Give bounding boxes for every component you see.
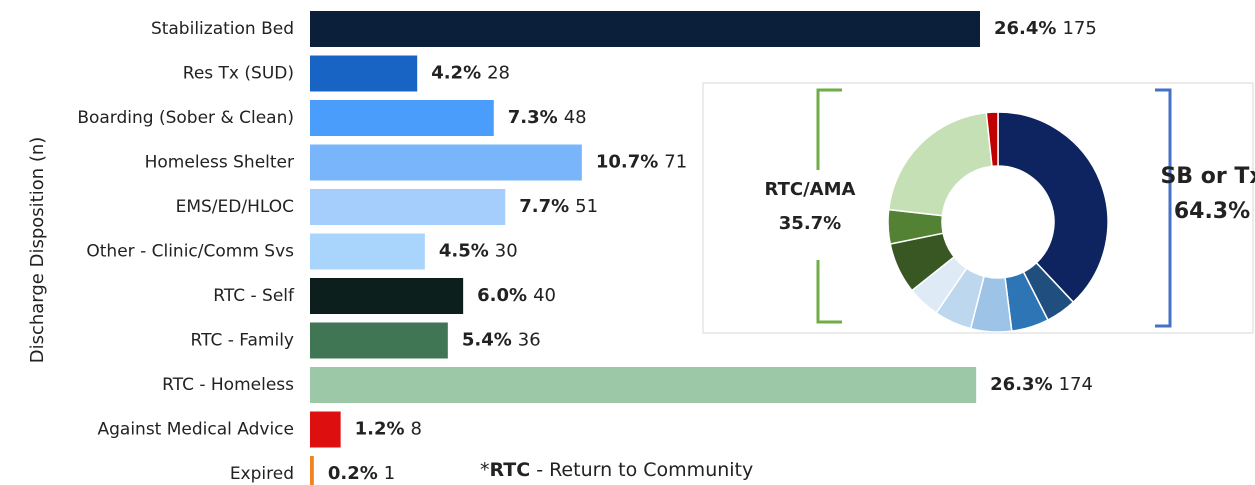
annotation-label: RTC/AMA	[765, 179, 856, 200]
category-label: Stabilization Bed	[151, 19, 294, 39]
data-label: 7.3% 48	[508, 107, 587, 128]
percent-label: 26.3%	[990, 374, 1052, 395]
data-label: 6.0% 40	[477, 285, 556, 306]
count-label: 40	[533, 285, 556, 306]
footnote-marker: *	[480, 459, 490, 481]
count-label: 28	[487, 63, 510, 84]
count-label: 36	[518, 330, 541, 351]
category-label: RTC - Family	[191, 331, 294, 351]
bar	[310, 456, 314, 485]
annotation-label: SB or Tx	[1160, 164, 1255, 189]
y-axis-label: Discharge Disposition (n)	[27, 137, 48, 364]
annotation-value: 35.7%	[779, 213, 841, 234]
category-label: Homeless Shelter	[145, 153, 294, 173]
percent-label: 7.3%	[508, 107, 558, 128]
bar	[310, 11, 980, 47]
count-label: 1	[384, 463, 395, 484]
percent-label: 4.5%	[439, 241, 489, 262]
bar	[310, 100, 494, 136]
percent-label: 7.7%	[519, 196, 569, 217]
data-label: 7.7% 51	[519, 196, 598, 217]
bar	[310, 278, 464, 314]
data-label: 1.2% 8	[355, 419, 422, 440]
percent-label: 26.4%	[994, 18, 1056, 39]
category-label: Boarding (Sober & Clean)	[77, 108, 294, 128]
percent-label: 5.4%	[462, 330, 512, 351]
bar	[310, 189, 506, 225]
data-label: 26.4% 175	[994, 18, 1097, 39]
data-label: 0.2% 1	[328, 463, 395, 484]
percent-label: 6.0%	[477, 285, 527, 306]
category-label: Against Medical Advice	[97, 420, 294, 440]
bar	[310, 55, 418, 92]
category-label: Other - Clinic/Comm Svs	[86, 242, 294, 262]
category-label: EMS/ED/HLOC	[176, 197, 294, 217]
percent-label: 1.2%	[355, 419, 405, 440]
donut-slice	[997, 111, 1109, 304]
count-label: 30	[495, 241, 518, 262]
bar	[310, 144, 582, 181]
right-bracket	[1155, 88, 1172, 328]
bar	[310, 322, 448, 359]
annotation-value: 64.3%	[1174, 199, 1250, 224]
count-label: 71	[664, 152, 687, 173]
data-label: 10.7% 71	[596, 152, 687, 173]
donut-slice	[985, 111, 999, 168]
footnote: *RTC - Return to Community	[480, 459, 753, 481]
percent-label: 4.2%	[431, 63, 481, 84]
category-label: RTC - Homeless	[162, 375, 294, 395]
category-label: Res Tx (SUD)	[183, 64, 294, 84]
percent-label: 0.2%	[328, 463, 378, 484]
bar	[310, 233, 425, 270]
count-label: 48	[564, 107, 587, 128]
count-label: 8	[411, 419, 422, 440]
footnote-term: RTC	[490, 459, 531, 481]
data-label: 5.4% 36	[462, 330, 541, 351]
category-label: RTC - Self	[213, 286, 295, 306]
bar	[310, 367, 977, 403]
donut-slice	[887, 111, 993, 217]
data-label: 4.2% 28	[431, 63, 510, 84]
data-label: 4.5% 30	[439, 241, 518, 262]
bar	[310, 411, 341, 448]
data-label: 26.3% 174	[990, 374, 1093, 395]
left-bracket	[816, 88, 842, 324]
count-label: 175	[1062, 18, 1096, 39]
category-label: Expired	[230, 464, 294, 484]
count-label: 51	[575, 196, 598, 217]
count-label: 174	[1059, 374, 1093, 395]
footnote-definition: - Return to Community	[536, 459, 753, 481]
percent-label: 10.7%	[596, 152, 658, 173]
